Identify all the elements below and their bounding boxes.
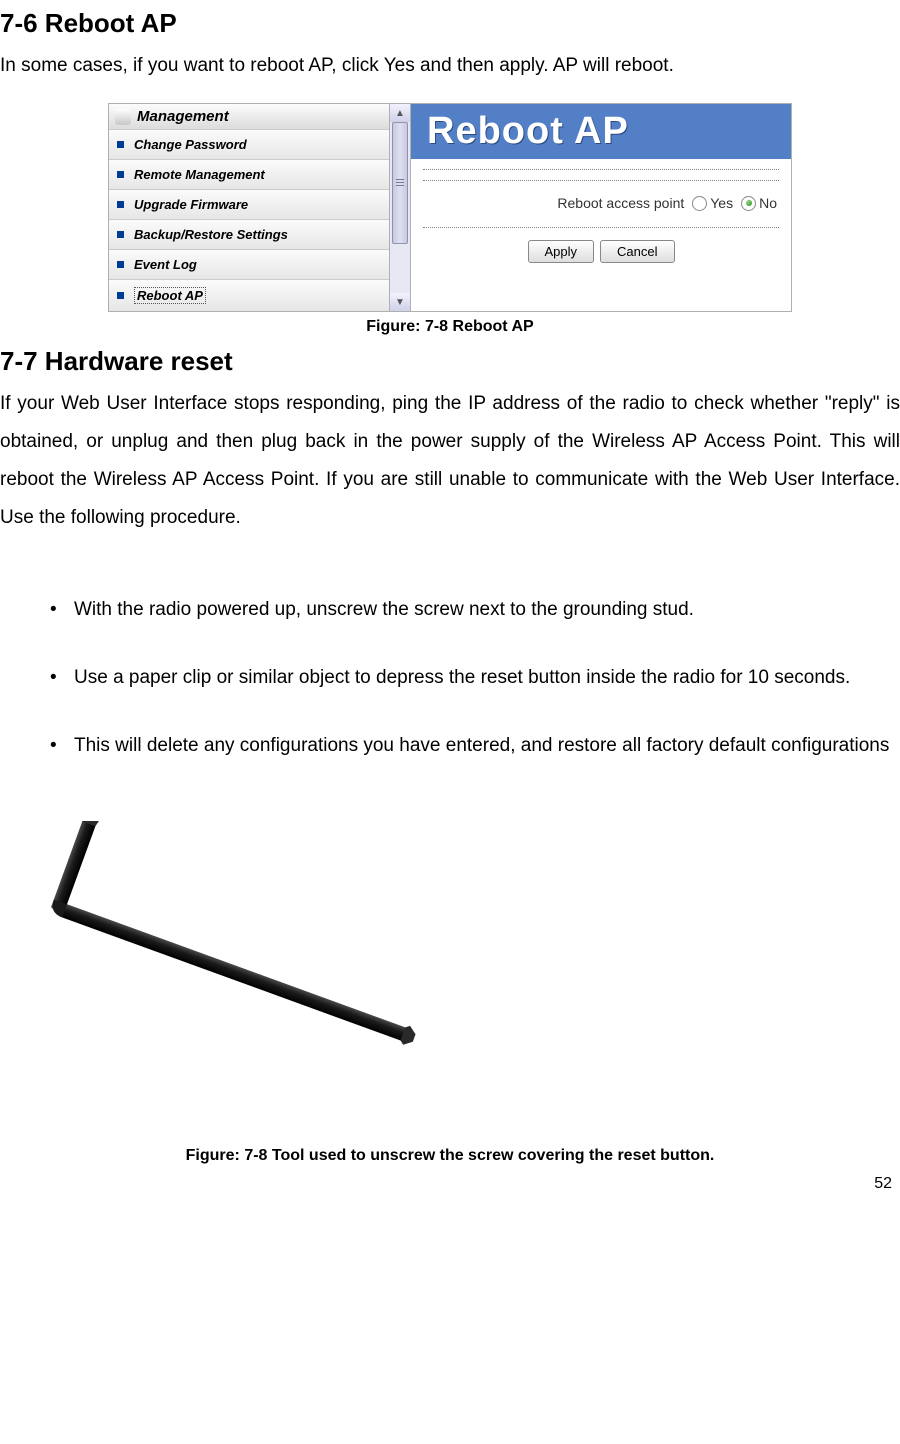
management-header[interactable]: Management	[109, 104, 389, 129]
bullet-marker: •	[50, 591, 74, 629]
figure-7-8-reboot-caption: Figure: 7-8 Reboot AP	[0, 318, 900, 336]
section-7-7-heading: 7-7 Hardware reset	[0, 346, 900, 377]
cancel-button[interactable]: Cancel	[600, 240, 674, 263]
radio-icon	[741, 196, 756, 211]
mgmt-item-label: Backup/Restore Settings	[134, 227, 288, 242]
bullet-text: Use a paper clip or similar object to de…	[74, 659, 900, 697]
reboot-banner: Reboot AP	[411, 104, 791, 159]
bullet-marker: •	[50, 659, 74, 697]
divider	[423, 159, 779, 170]
bullet-icon	[117, 201, 124, 208]
page-number: 52	[0, 1175, 900, 1193]
mgmt-item-backup-restore[interactable]: Backup/Restore Settings	[109, 219, 389, 249]
bullet-text: This will delete any configurations you …	[74, 727, 900, 765]
bullet-list: • With the radio powered up, unscrew the…	[0, 555, 900, 801]
scrollbar[interactable]: ▲ ▼	[390, 103, 411, 312]
reboot-form-row: Reboot access point Yes No	[411, 181, 791, 217]
figure-7-8-tool-caption: Figure: 7-8 Tool used to unscrew the scr…	[0, 1147, 900, 1165]
reboot-form-label: Reboot access point	[557, 195, 684, 211]
section-7-7-intro: If your Web User Interface stops respond…	[0, 385, 900, 537]
mgmt-item-label: Change Password	[134, 137, 247, 152]
scroll-down-icon[interactable]: ▼	[390, 293, 410, 311]
bullet-item: • With the radio powered up, unscrew the…	[50, 591, 900, 629]
mgmt-item-label: Event Log	[134, 257, 197, 272]
hex-key-icon	[0, 821, 460, 1121]
bullet-icon	[117, 261, 124, 268]
divider	[423, 170, 779, 181]
scroll-up-icon[interactable]: ▲	[390, 104, 410, 122]
hex-key-figure	[0, 801, 900, 1141]
mgmt-item-event-log[interactable]: Event Log	[109, 249, 389, 279]
bullet-marker: •	[50, 727, 74, 765]
bullet-text: With the radio powered up, unscrew the s…	[74, 591, 900, 629]
section-7-6-heading: 7-6 Reboot AP	[0, 8, 900, 39]
management-header-label: Management	[137, 108, 229, 125]
radio-icon	[692, 196, 707, 211]
management-panel: Management Change Password Remote Manage…	[108, 103, 390, 312]
reboot-right-panel: Reboot AP Reboot access point Yes No	[411, 103, 792, 312]
button-row: Apply Cancel	[411, 228, 791, 279]
divider	[423, 217, 779, 228]
mgmt-item-label: Reboot AP	[134, 287, 206, 304]
section-7-6-intro: In some cases, if you want to reboot AP,…	[0, 47, 900, 85]
mgmt-item-reboot-ap[interactable]: Reboot AP	[109, 279, 389, 311]
mgmt-item-upgrade-firmware[interactable]: Upgrade Firmware	[109, 189, 389, 219]
bullet-item: • Use a paper clip or similar object to …	[50, 659, 900, 697]
mgmt-item-change-password[interactable]: Change Password	[109, 129, 389, 159]
mgmt-item-remote-management[interactable]: Remote Management	[109, 159, 389, 189]
bullet-icon	[117, 141, 124, 148]
bullet-icon	[117, 292, 124, 299]
radio-yes-label: Yes	[710, 195, 733, 211]
screenshot-reboot-ap: Management Change Password Remote Manage…	[0, 103, 900, 312]
bullet-icon	[117, 171, 124, 178]
management-icon	[115, 109, 131, 125]
radio-no[interactable]: No	[741, 195, 777, 211]
bullet-item: • This will delete any configurations yo…	[50, 727, 900, 765]
scroll-thumb[interactable]	[392, 122, 408, 244]
mgmt-item-label: Remote Management	[134, 167, 265, 182]
apply-button[interactable]: Apply	[528, 240, 595, 263]
bullet-icon	[117, 231, 124, 238]
radio-no-label: No	[759, 195, 777, 211]
radio-yes[interactable]: Yes	[692, 195, 733, 211]
mgmt-item-label: Upgrade Firmware	[134, 197, 248, 212]
